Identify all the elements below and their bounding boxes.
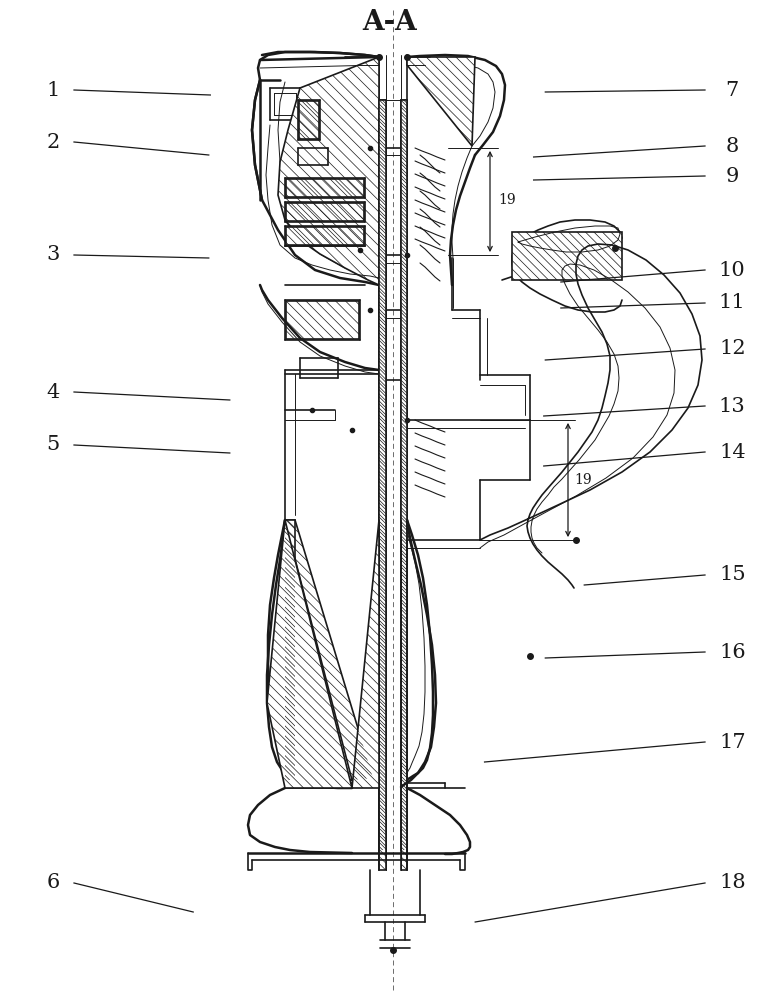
Polygon shape bbox=[299, 101, 319, 139]
Polygon shape bbox=[379, 100, 386, 850]
Text: 18: 18 bbox=[719, 874, 746, 892]
Polygon shape bbox=[285, 520, 373, 780]
Polygon shape bbox=[401, 100, 407, 870]
Text: 12: 12 bbox=[719, 340, 746, 359]
Text: 15: 15 bbox=[719, 566, 746, 584]
Polygon shape bbox=[286, 227, 364, 245]
Text: 5: 5 bbox=[46, 436, 60, 454]
Text: 6: 6 bbox=[46, 874, 60, 892]
Text: 19: 19 bbox=[574, 473, 591, 487]
Polygon shape bbox=[401, 100, 407, 870]
Polygon shape bbox=[401, 100, 407, 850]
Polygon shape bbox=[379, 100, 386, 870]
Polygon shape bbox=[285, 520, 295, 780]
Text: 9: 9 bbox=[725, 166, 739, 186]
Polygon shape bbox=[286, 301, 359, 339]
Text: 10: 10 bbox=[719, 260, 746, 279]
Text: 8: 8 bbox=[725, 136, 739, 155]
Text: 16: 16 bbox=[719, 643, 746, 662]
Polygon shape bbox=[278, 57, 379, 285]
Polygon shape bbox=[278, 57, 379, 285]
Text: 7: 7 bbox=[725, 81, 739, 100]
Text: 2: 2 bbox=[46, 132, 60, 151]
Text: 19: 19 bbox=[498, 193, 516, 207]
Text: 14: 14 bbox=[719, 442, 746, 462]
Text: 4: 4 bbox=[46, 382, 60, 401]
Polygon shape bbox=[512, 232, 622, 280]
Polygon shape bbox=[401, 100, 407, 850]
Polygon shape bbox=[299, 101, 319, 139]
Polygon shape bbox=[512, 232, 622, 280]
Text: 11: 11 bbox=[719, 294, 746, 312]
Polygon shape bbox=[267, 520, 379, 788]
Polygon shape bbox=[286, 203, 364, 221]
Text: 13: 13 bbox=[719, 396, 746, 416]
Polygon shape bbox=[407, 57, 475, 146]
Polygon shape bbox=[379, 100, 386, 870]
Polygon shape bbox=[286, 179, 364, 197]
Text: 3: 3 bbox=[46, 245, 60, 264]
Text: A-A: A-A bbox=[363, 8, 418, 35]
Text: 17: 17 bbox=[719, 732, 746, 752]
Polygon shape bbox=[407, 57, 475, 146]
Text: 1: 1 bbox=[46, 81, 60, 100]
Polygon shape bbox=[379, 100, 386, 850]
Polygon shape bbox=[286, 179, 364, 197]
Polygon shape bbox=[285, 520, 295, 780]
Polygon shape bbox=[285, 520, 373, 780]
Polygon shape bbox=[286, 227, 364, 245]
Polygon shape bbox=[286, 301, 359, 339]
Polygon shape bbox=[267, 520, 379, 788]
Polygon shape bbox=[286, 203, 364, 221]
